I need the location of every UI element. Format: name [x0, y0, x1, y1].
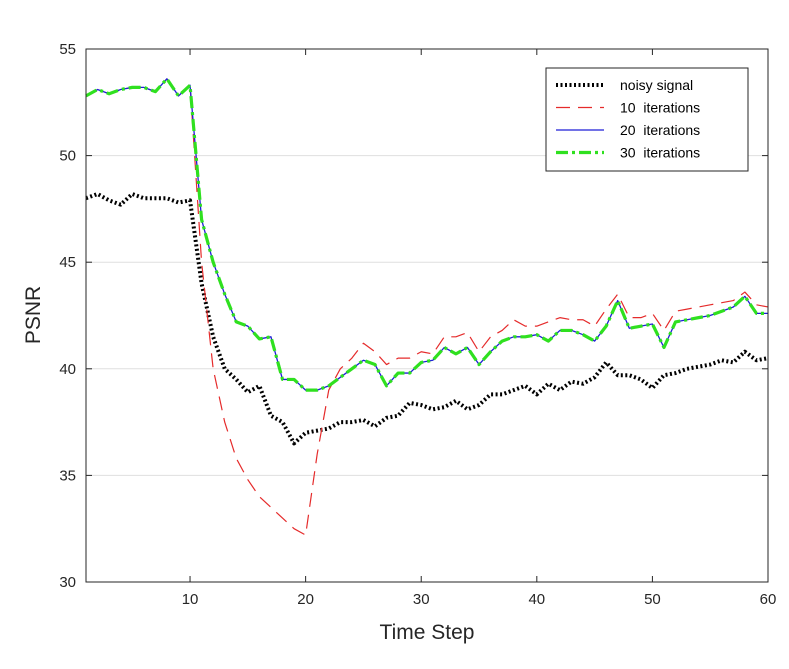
y-axis-label: PSNR: [22, 286, 45, 344]
series-layer: [85, 77, 769, 536]
x-tick-label-60: 60: [760, 591, 777, 608]
legend-label-3: 20 iterations: [620, 122, 700, 138]
y-tick-label-55: 55: [59, 41, 76, 58]
legend-label-2: 10 iterations: [620, 100, 700, 116]
x-tick-label-50: 50: [644, 591, 661, 608]
y-tick-label-35: 35: [59, 467, 76, 484]
x-axis-label: Time Step: [380, 621, 475, 644]
series-line-2: [85, 78, 769, 536]
x-tick-label-10: 10: [182, 591, 199, 608]
plot-frame: [85, 48, 769, 583]
x-tick-label-30: 30: [413, 591, 430, 608]
legend-label-1: noisy signal: [620, 77, 693, 93]
legend: noisy signal 10 iterations 20 iterations 30…: [545, 67, 749, 172]
x-tick-label-40: 40: [528, 591, 545, 608]
legend-label-4: 30 iterations: [620, 145, 700, 161]
x-tick-label-20: 20: [297, 591, 314, 608]
axis-ticks: 10 20 30 40 50 60 30 35 40 45 50 55: [59, 41, 776, 608]
y-tick-label-40: 40: [59, 361, 76, 378]
y-tick-label-50: 50: [59, 148, 76, 165]
series-line-4: [85, 77, 768, 392]
y-tick-label-45: 45: [59, 254, 76, 271]
y-tick-label-30: 30: [59, 574, 76, 591]
